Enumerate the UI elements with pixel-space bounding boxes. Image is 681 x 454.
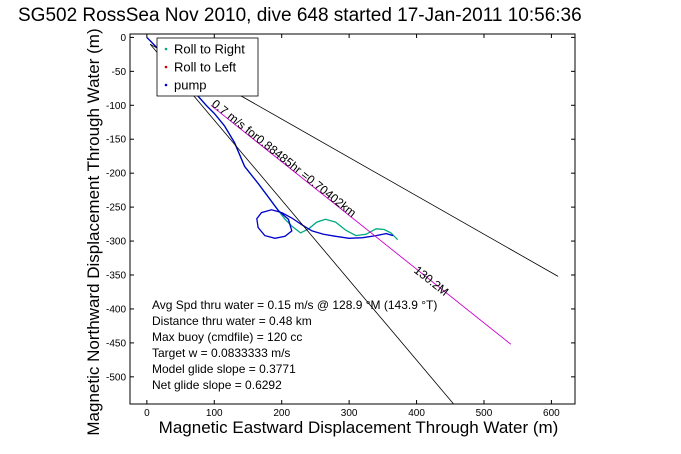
series-line-2 [210, 104, 512, 345]
y-tick-label: -150 [106, 135, 126, 146]
x-tick-label: 500 [476, 408, 493, 419]
heading-annotation: 130.2M [411, 263, 451, 299]
x-tick-label: 100 [206, 408, 223, 419]
x-tick-label: 200 [273, 408, 290, 419]
y-tick-label: -50 [112, 67, 127, 78]
series-line-4 [149, 43, 454, 405]
legend-label: Roll to Right [174, 42, 245, 57]
y-tick-label: -300 [106, 237, 126, 248]
speed-annotation: 0.7 m/s for0.88485hr =0.70402km [209, 97, 359, 220]
x-tick-label: 400 [408, 408, 425, 419]
y-tick-label: -100 [106, 101, 126, 112]
y-tick-label: -350 [106, 271, 126, 282]
legend-box [156, 37, 259, 97]
stat-line: Target w = 0.0833333 m/s [152, 346, 290, 360]
series-line-1 [146, 36, 394, 239]
y-tick-label: 0 [120, 33, 126, 44]
plot-frame [129, 33, 576, 405]
x-axis-label: Magnetic Eastward Displacement Through W… [158, 418, 559, 437]
stat-line: Avg Spd thru water = 0.15 m/s @ 128.9 °M… [152, 298, 437, 312]
x-ticks: 0 100 200 300 400 500 600 [144, 34, 560, 419]
y-tick-label: -500 [106, 372, 126, 383]
legend-label: pump [174, 78, 207, 93]
legend-label: Roll to Left [174, 60, 237, 75]
stats-group: Avg Spd thru water = 0.15 m/s @ 128.9 °M… [152, 298, 437, 392]
y-tick-label: -250 [106, 203, 126, 214]
x-tick-label: 0 [144, 408, 150, 419]
stat-line: Max buoy (cmdfile) = 120 cc [152, 330, 302, 344]
annotations-group: 0.7 m/s for0.88485hr =0.70402km 130.2M [209, 97, 451, 299]
stat-line: Net glide slope = 0.6292 [152, 378, 282, 392]
y-tick-label: -400 [106, 304, 126, 315]
y-ticks: 0 -50 -100 -150 -200 -250 -300 -350 -400 -450 -500 [106, 33, 575, 383]
stat-line: Distance thru water = 0.48 km [152, 314, 312, 328]
legend: Roll to Right Roll to Left pump [156, 37, 259, 97]
legend-marker [164, 47, 168, 51]
y-tick-label: -450 [106, 338, 126, 349]
legend-marker [164, 83, 168, 87]
x-tick-label: 600 [543, 408, 560, 419]
chart-title: SG502 RossSea Nov 2010, dive 648 started… [18, 5, 582, 26]
x-tick-label: 300 [341, 408, 358, 419]
series-group [146, 36, 559, 405]
stat-line: Model glide slope = 0.3771 [152, 362, 296, 376]
legend-marker [164, 65, 168, 69]
y-tick-label: -200 [106, 169, 126, 180]
